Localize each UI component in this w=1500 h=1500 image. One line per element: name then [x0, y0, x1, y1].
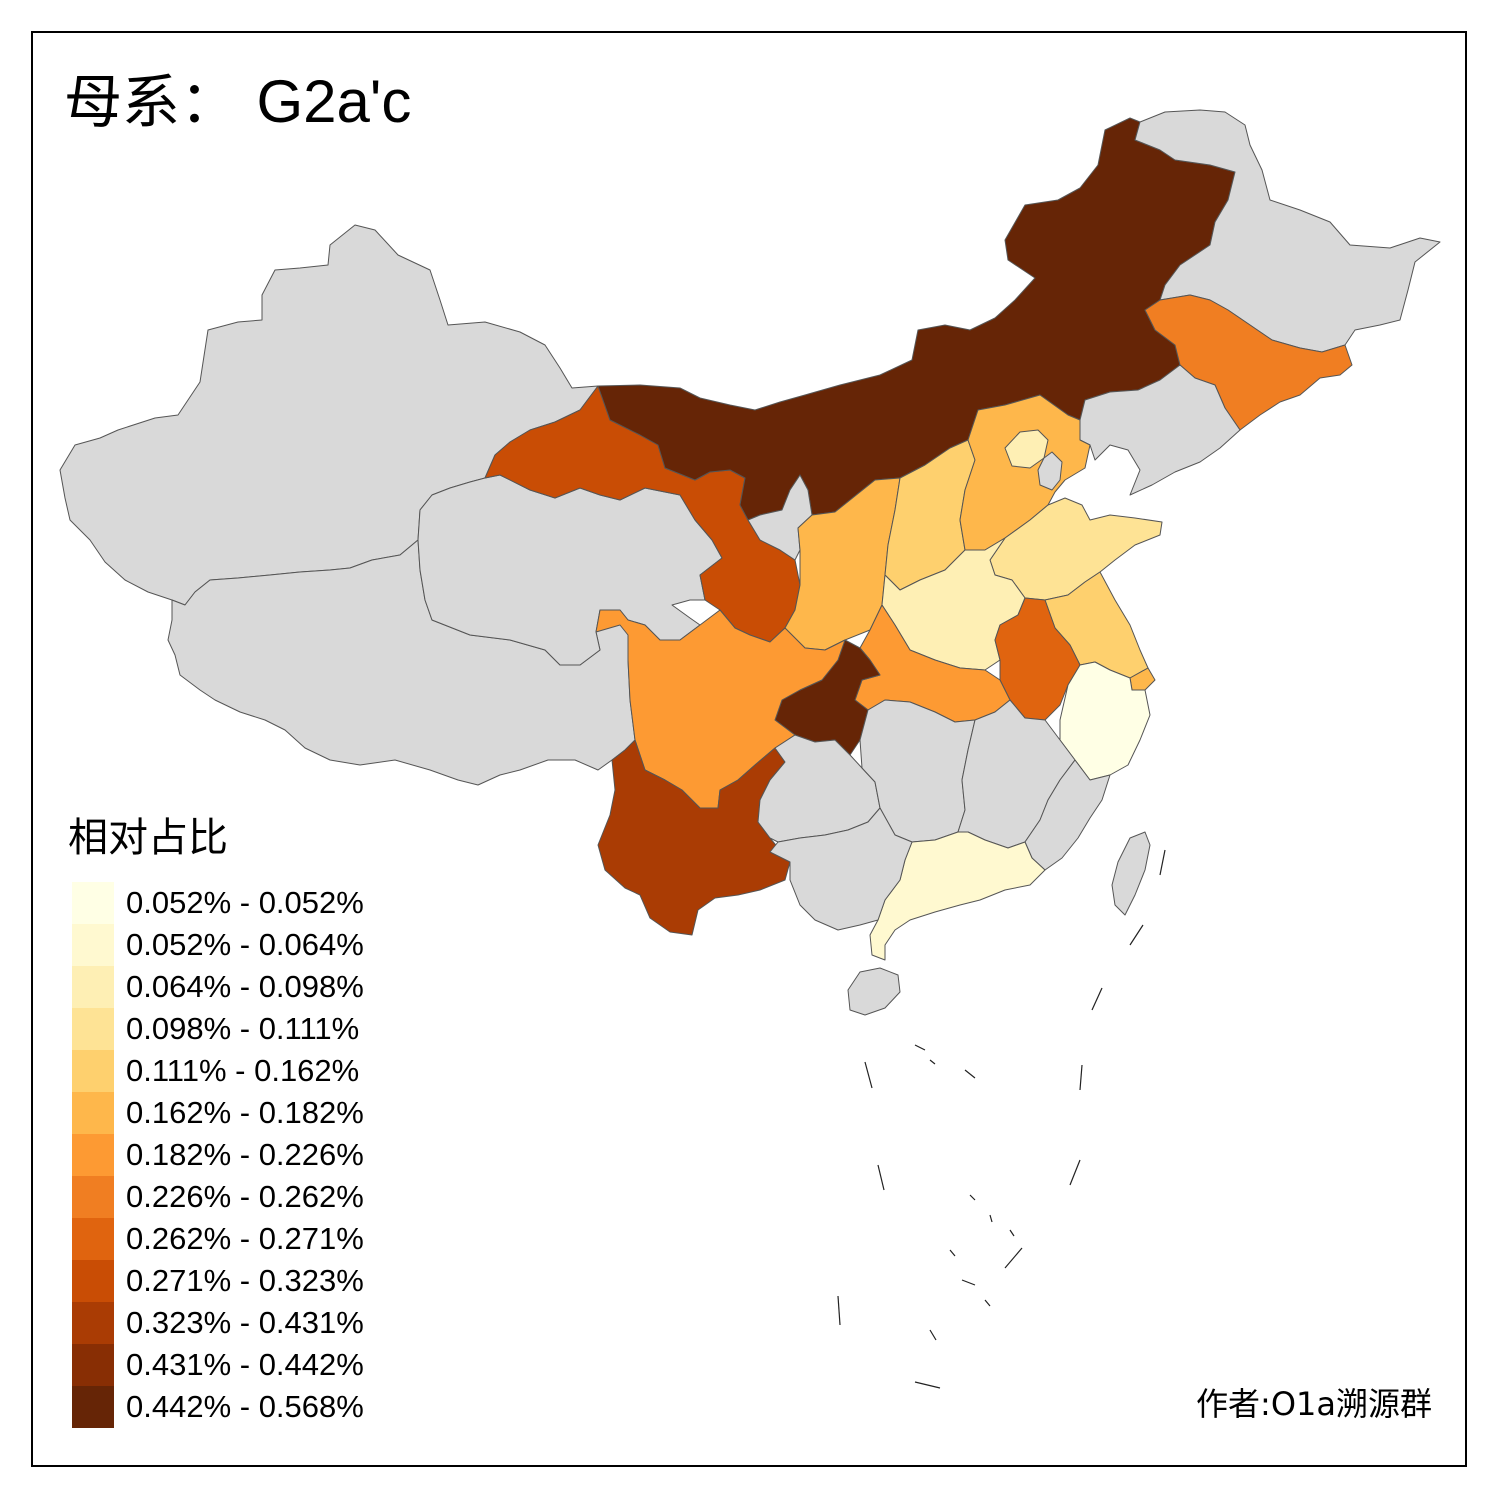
province-liaoning[interactable]: [1079, 364, 1241, 496]
legend-row: 0.098% - 0.111%: [72, 1008, 364, 1050]
province-beijing[interactable]: [1004, 429, 1049, 469]
legend-label: 0.442% - 0.568%: [126, 1389, 364, 1424]
legend-label: 0.271% - 0.323%: [126, 1263, 364, 1298]
legend-title: 相对占比: [68, 815, 228, 861]
legend-swatch: [72, 966, 114, 1008]
legend-row: 0.226% - 0.262%: [72, 1176, 364, 1218]
province-zhejiang[interactable]: [1059, 661, 1151, 781]
legend-label: 0.323% - 0.431%: [126, 1305, 364, 1340]
legend-row: 0.182% - 0.226%: [72, 1134, 364, 1176]
legend-label: 0.162% - 0.182%: [126, 1095, 364, 1130]
province-tianjin[interactable]: [1037, 451, 1063, 491]
legend-swatch: [72, 1134, 114, 1176]
legend-row: 0.064% - 0.098%: [72, 966, 364, 1008]
legend-swatch: [72, 1176, 114, 1218]
legend-swatch: [72, 924, 114, 966]
legend-swatch: [72, 1050, 114, 1092]
map-title: 母系： G2a'c: [64, 72, 411, 132]
legend-row: 0.431% - 0.442%: [72, 1344, 364, 1386]
legend-label: 0.098% - 0.111%: [126, 1011, 360, 1046]
legend-label: 0.111% - 0.162%: [126, 1053, 360, 1088]
legend-swatch: [72, 1218, 114, 1260]
legend-swatch: [72, 1260, 114, 1302]
legend-label: 0.182% - 0.226%: [126, 1137, 364, 1172]
legend-label: 0.226% - 0.262%: [126, 1179, 364, 1214]
legend-row: 0.442% - 0.568%: [72, 1386, 364, 1428]
legend-row: 0.262% - 0.271%: [72, 1218, 364, 1260]
legend-swatch: [72, 1386, 114, 1428]
province-hebei[interactable]: [959, 394, 1091, 551]
legend-row: 0.052% - 0.052%: [72, 882, 364, 924]
author-credit: 作者:O1a溯源群: [1196, 1385, 1432, 1423]
province-hainan[interactable]: [847, 967, 901, 1016]
title-haplogroup: G2a'c: [256, 68, 412, 135]
province-taiwan[interactable]: [1111, 831, 1151, 916]
title-prefix: 母系：: [64, 68, 239, 136]
legend-swatch: [72, 1344, 114, 1386]
legend-row: 0.271% - 0.323%: [72, 1260, 364, 1302]
legend-row: 0.052% - 0.064%: [72, 924, 364, 966]
legend-row: 0.162% - 0.182%: [72, 1092, 364, 1134]
legend-label: 0.052% - 0.064%: [126, 927, 364, 962]
province-anhui[interactable]: [994, 597, 1081, 721]
legend-label: 0.064% - 0.098%: [126, 969, 364, 1004]
legend-swatch: [72, 1092, 114, 1134]
legend-row: 0.111% - 0.162%: [72, 1050, 364, 1092]
legend-label: 0.052% - 0.052%: [126, 885, 364, 920]
province-guangxi[interactable]: [769, 807, 913, 931]
legend: 0.052% - 0.052% 0.052% - 0.064% 0.064% - 0…: [72, 882, 364, 1428]
legend-row: 0.323% - 0.431%: [72, 1302, 364, 1344]
legend-swatch: [72, 1302, 114, 1344]
south-china-sea-islands: [837, 849, 1166, 1389]
legend-label: 0.431% - 0.442%: [126, 1347, 364, 1382]
legend-swatch: [72, 882, 114, 924]
map-frame: [31, 31, 1467, 1467]
legend-swatch: [72, 1008, 114, 1050]
legend-label: 0.262% - 0.271%: [126, 1221, 364, 1256]
